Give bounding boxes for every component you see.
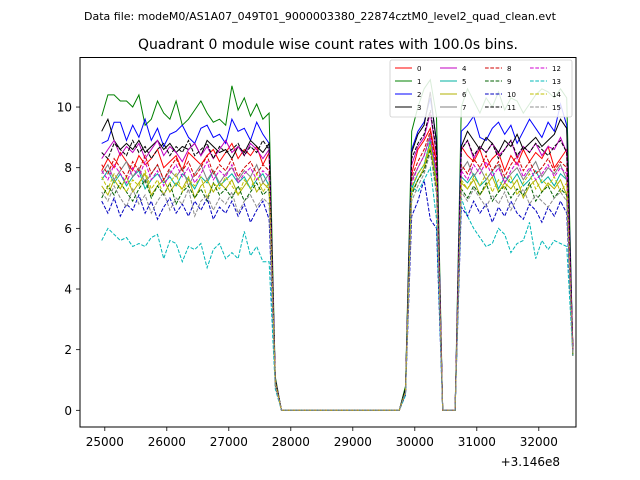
series-line-12 xyxy=(101,137,574,411)
y-tick-label: 2 xyxy=(64,343,72,357)
series-line-15 xyxy=(101,152,574,411)
x-tick-label: 27000 xyxy=(210,435,248,449)
series-line-11 xyxy=(101,109,574,411)
x-axis-offset-label: +3.146e8 xyxy=(501,455,560,469)
x-tick-label: 29000 xyxy=(334,435,372,449)
legend-label-5: 5 xyxy=(462,78,466,86)
x-tick-label: 28000 xyxy=(272,435,310,449)
legend-label-9: 9 xyxy=(507,78,511,86)
y-axis: 0 2 4 6 8 10 xyxy=(57,101,80,418)
legend-label-1: 1 xyxy=(417,78,421,86)
legend-label-10: 10 xyxy=(507,91,516,99)
legend-label-8: 8 xyxy=(507,65,511,73)
legend-label-13: 13 xyxy=(552,78,561,86)
plot-frame xyxy=(79,57,577,428)
legend-label-15: 15 xyxy=(552,104,561,112)
legend-label-2: 2 xyxy=(417,91,421,99)
series-line-14 xyxy=(101,143,574,411)
x-tick-label: 32000 xyxy=(520,435,558,449)
legend-label-3: 3 xyxy=(417,104,421,112)
y-tick-label: 4 xyxy=(64,283,72,297)
legend-label-7: 7 xyxy=(462,104,466,112)
x-tick-label: 31000 xyxy=(458,435,496,449)
y-tick-label: 6 xyxy=(64,222,72,236)
x-axis: 25000 26000 27000 28000 29000 30000 31000 32000 xyxy=(86,427,558,449)
chart-title: Quadrant 0 module wise count rates with … xyxy=(138,37,518,53)
series-line-10 xyxy=(101,179,574,411)
y-tick-label: 10 xyxy=(57,101,72,115)
x-tick-label: 25000 xyxy=(86,435,124,449)
y-tick-label: 0 xyxy=(64,404,72,418)
x-tick-label: 30000 xyxy=(396,435,434,449)
y-tick-label: 8 xyxy=(64,161,72,175)
legend-label-12: 12 xyxy=(552,65,561,73)
legend-box xyxy=(389,59,573,118)
series-line-13 xyxy=(101,166,574,411)
series-line-8 xyxy=(101,131,574,411)
legend-label-0: 0 xyxy=(417,65,421,73)
legend-label-4: 4 xyxy=(462,65,467,73)
plot-lines xyxy=(101,78,574,411)
legend-label-6: 6 xyxy=(462,91,467,99)
legend-label-11: 11 xyxy=(507,104,516,112)
figure-suptitle: Data file: modeM0/AS1A07_049T01_90000033… xyxy=(84,10,557,23)
x-tick-label: 26000 xyxy=(148,435,186,449)
legend-label-14: 14 xyxy=(552,91,561,99)
